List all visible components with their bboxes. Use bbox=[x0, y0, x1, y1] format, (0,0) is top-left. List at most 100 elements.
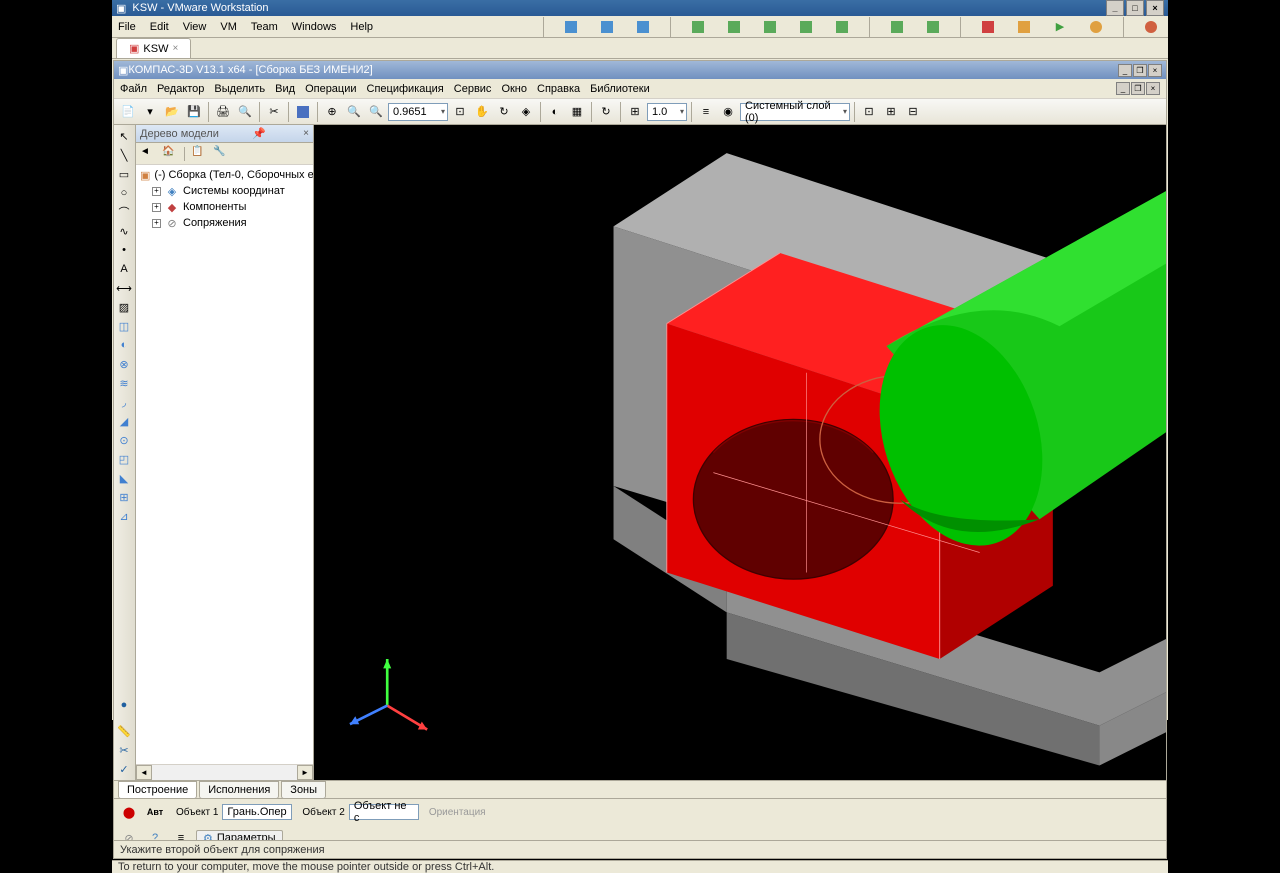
tab-build[interactable]: Построение bbox=[118, 781, 197, 799]
doc-close-button[interactable]: × bbox=[1146, 82, 1160, 95]
cad-restore-button[interactable]: ❐ bbox=[1133, 64, 1147, 77]
chamfer-icon[interactable]: ◢ bbox=[114, 412, 134, 430]
tree-scrollbar[interactable]: ◄ ► bbox=[136, 764, 313, 780]
circle-icon[interactable]: ○ bbox=[114, 184, 134, 202]
obj2-field[interactable]: Объект не с bbox=[349, 804, 419, 820]
tree-pin-icon[interactable]: 📌 bbox=[252, 127, 266, 140]
cad-menu-file[interactable]: Файл bbox=[120, 83, 147, 95]
line-icon[interactable]: ╲ bbox=[114, 146, 134, 164]
sphere-icon[interactable]: ● bbox=[114, 696, 134, 714]
view-icon[interactable] bbox=[293, 102, 313, 122]
expand-icon[interactable]: + bbox=[152, 187, 161, 196]
check-icon[interactable]: ✓ bbox=[114, 760, 134, 778]
tree-item-components[interactable]: + ◆ Компоненты bbox=[138, 199, 311, 215]
zoom-in-icon[interactable]: 🔍 bbox=[344, 102, 364, 122]
orient-icon[interactable]: ◈ bbox=[516, 102, 536, 122]
zoom-fit-icon[interactable]: ⊕ bbox=[322, 102, 342, 122]
window-icon[interactable]: ⊡ bbox=[859, 102, 879, 122]
sweep-icon[interactable]: ⊗ bbox=[114, 355, 134, 373]
dim-icon[interactable]: ⟷ bbox=[114, 279, 134, 297]
reset-icon[interactable] bbox=[1085, 16, 1107, 38]
zoom-window-icon[interactable]: ⊡ bbox=[450, 102, 470, 122]
summary-icon[interactable] bbox=[1140, 16, 1162, 38]
rect-icon[interactable]: ▭ bbox=[114, 165, 134, 183]
dropdown-icon[interactable]: ▾ bbox=[140, 102, 160, 122]
save-icon[interactable]: 💾 bbox=[184, 102, 204, 122]
tree-item-root[interactable]: ▣ (-) Сборка (Тел-0, Сборочных е bbox=[138, 167, 311, 183]
revolve-icon[interactable]: ◐ bbox=[114, 336, 134, 354]
vmware-tab[interactable]: ▣ KSW × bbox=[116, 38, 191, 58]
zoom-combo[interactable]: 0.9651 bbox=[388, 103, 448, 121]
cad-menu-ops[interactable]: Операции bbox=[305, 83, 356, 95]
power-off-icon[interactable] bbox=[596, 16, 618, 38]
doc-restore-button[interactable]: ❐ bbox=[1131, 82, 1145, 95]
cad-menu-view[interactable]: Вид bbox=[275, 83, 295, 95]
loft-icon[interactable]: ≋ bbox=[114, 374, 134, 392]
new-icon[interactable]: 📄 bbox=[118, 102, 138, 122]
menu-edit[interactable]: Edit bbox=[150, 21, 169, 33]
zoom-out-icon[interactable]: 🔍 bbox=[366, 102, 386, 122]
layer-combo[interactable]: Системный слой (0) bbox=[740, 103, 850, 121]
menu-file[interactable]: File bbox=[118, 21, 136, 33]
menu-team[interactable]: Team bbox=[251, 21, 278, 33]
tab-exec[interactable]: Исполнения bbox=[199, 781, 279, 799]
tree-home-icon[interactable]: 🏠 bbox=[162, 146, 178, 162]
play-icon[interactable]: ▶ bbox=[1049, 16, 1071, 38]
grid-icon[interactable]: ⊞ bbox=[625, 102, 645, 122]
menu-vm[interactable]: VM bbox=[220, 21, 237, 33]
minimize-button[interactable]: _ bbox=[1106, 0, 1124, 16]
apply-icon[interactable]: ⬤ bbox=[118, 801, 140, 823]
revert-icon[interactable] bbox=[759, 16, 781, 38]
3d-viewport[interactable]: ⟋ ↖ bbox=[314, 125, 1166, 780]
cad-menu-edit[interactable]: Редактор bbox=[157, 83, 204, 95]
arc-icon[interactable]: ⌒ bbox=[114, 203, 134, 221]
menu-help[interactable]: Help bbox=[350, 21, 373, 33]
scroll-left-icon[interactable]: ◄ bbox=[136, 765, 152, 780]
pan-icon[interactable]: ✋ bbox=[472, 102, 492, 122]
cad-menu-spec[interactable]: Спецификация bbox=[367, 83, 444, 95]
tree-tool-icon[interactable]: 🔧 bbox=[213, 146, 229, 162]
menu-windows[interactable]: Windows bbox=[292, 21, 337, 33]
rotate-icon[interactable]: ↻ bbox=[494, 102, 514, 122]
screen2-icon[interactable] bbox=[831, 16, 853, 38]
close-button[interactable]: × bbox=[1146, 0, 1164, 16]
pause-icon[interactable] bbox=[1013, 16, 1035, 38]
snapshot-mgr-icon[interactable] bbox=[723, 16, 745, 38]
extrude-icon[interactable]: ◫ bbox=[114, 317, 134, 335]
tree-close-icon[interactable]: × bbox=[303, 128, 309, 139]
tree-back-icon[interactable]: ◄ bbox=[140, 146, 156, 162]
cad-minimize-button[interactable]: _ bbox=[1118, 64, 1132, 77]
cad-menu-libs[interactable]: Библиотеки bbox=[590, 83, 650, 95]
spline-icon[interactable]: ∿ bbox=[114, 222, 134, 240]
text-icon[interactable]: A bbox=[114, 260, 134, 278]
expand-icon[interactable]: + bbox=[152, 203, 161, 212]
tree-copy-icon[interactable]: 📋 bbox=[191, 146, 207, 162]
tab-close-icon[interactable]: × bbox=[172, 43, 178, 54]
tree-item-coords[interactable]: + ◈ Системы координат bbox=[138, 183, 311, 199]
hole-icon[interactable]: ⊙ bbox=[114, 431, 134, 449]
suspend-icon[interactable] bbox=[632, 16, 654, 38]
open-icon[interactable]: 📂 bbox=[162, 102, 182, 122]
scroll-right-icon[interactable]: ► bbox=[297, 765, 313, 780]
cad-menu-help[interactable]: Справка bbox=[537, 83, 580, 95]
shell-icon[interactable]: ◰ bbox=[114, 450, 134, 468]
expand-icon[interactable]: + bbox=[152, 219, 161, 228]
unity-icon[interactable] bbox=[922, 16, 944, 38]
tab-zones[interactable]: Зоны bbox=[281, 781, 326, 799]
layer-state-icon[interactable]: ◉ bbox=[718, 102, 738, 122]
mirror-icon[interactable]: ⊿ bbox=[114, 507, 134, 525]
hatch-icon[interactable]: ▨ bbox=[114, 298, 134, 316]
refresh-icon[interactable]: ↻ bbox=[596, 102, 616, 122]
fillet-icon[interactable]: ◞ bbox=[114, 393, 134, 411]
tile-icon[interactable]: ⊟ bbox=[903, 102, 923, 122]
arrow-icon[interactable]: ↖ bbox=[114, 127, 134, 145]
shade-icon[interactable]: ◐ bbox=[545, 102, 565, 122]
wire-icon[interactable]: ▦ bbox=[567, 102, 587, 122]
pattern-icon[interactable]: ⊞ bbox=[114, 488, 134, 506]
auto-icon[interactable]: Авт bbox=[144, 801, 166, 823]
screen-icon[interactable] bbox=[795, 16, 817, 38]
tree-item-mates[interactable]: + ⊘ Сопряжения bbox=[138, 215, 311, 231]
print-icon[interactable]: 🖨 bbox=[213, 102, 233, 122]
doc-minimize-button[interactable]: _ bbox=[1116, 82, 1130, 95]
cad-menu-window[interactable]: Окно bbox=[501, 83, 527, 95]
